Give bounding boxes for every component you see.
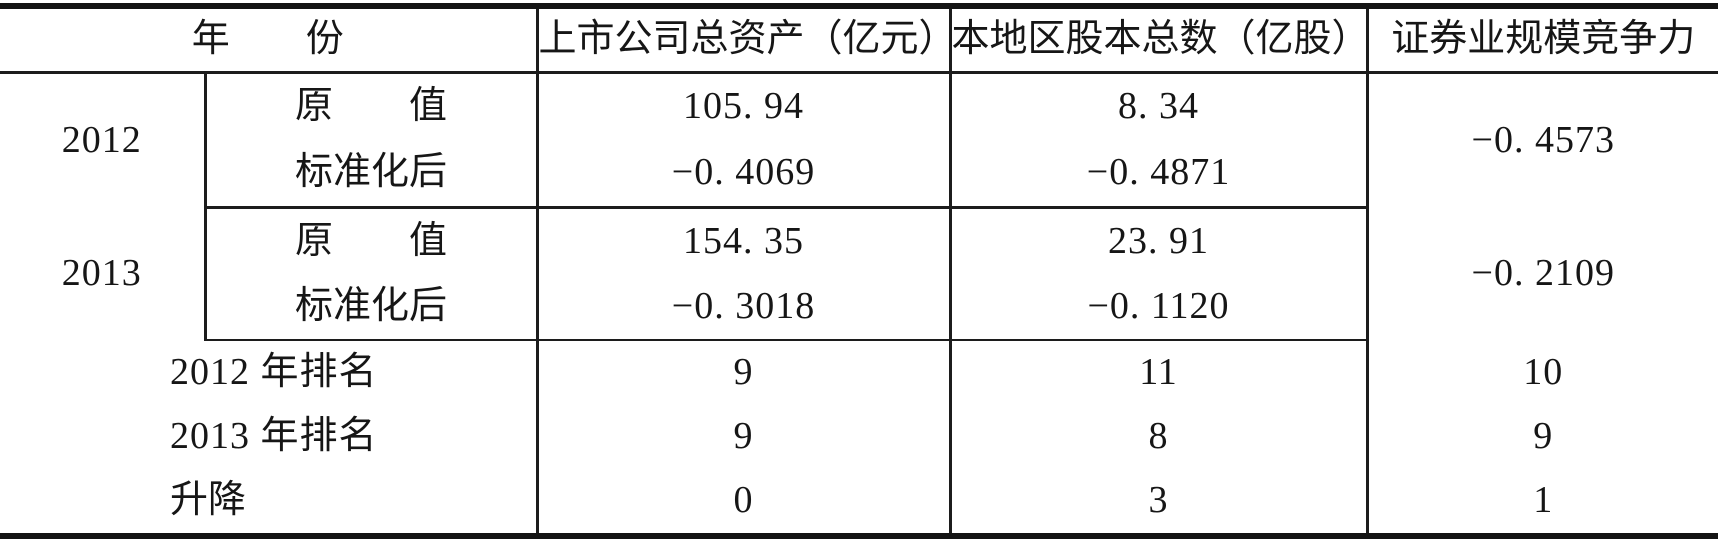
cell-2012-original-assets: 105. 94 bbox=[535, 72, 951, 140]
cell-rank2013-label: 2013 年排名 bbox=[170, 415, 378, 458]
cell-2013-standardized-label: 标准化后 bbox=[205, 274, 538, 341]
securities-competitiveness-table: 年 份 上市公司总资产（亿元） 本地区股本总数（亿股） 证券业规模竞争力 201… bbox=[0, 3, 1718, 539]
cell-2013-competitiveness: −0. 2109 bbox=[1365, 207, 1718, 340]
cell-rank2013-shares: 8 bbox=[948, 405, 1368, 469]
cell-2012-standardized-assets: −0. 4069 bbox=[535, 140, 951, 209]
header-regional-shares: 本地区股本总数（亿股） bbox=[948, 6, 1368, 74]
cell-rank2012-shares: 11 bbox=[948, 340, 1368, 405]
row-2013-original: 2013 原 值 154. 35 23. 91 −0. 2109 bbox=[0, 207, 1718, 340]
cell-rank2013-assets: 9 bbox=[535, 405, 951, 469]
cell-2012-standardized-shares: −0. 4871 bbox=[948, 140, 1368, 209]
cell-rank2012-assets: 9 bbox=[535, 340, 951, 405]
cell-rank2013-competitiveness: 9 bbox=[1365, 405, 1718, 469]
cell-change-label: 升降 bbox=[170, 479, 247, 522]
row-2012-original: 2012 原 值 105. 94 8. 34 −0. 4573 bbox=[0, 72, 1718, 208]
cell-year-2012: 2012 bbox=[0, 72, 207, 208]
cell-2012-original-label: 原 值 bbox=[295, 85, 448, 128]
cell-rank2012-competitiveness: 10 bbox=[1365, 340, 1718, 405]
cell-2012-competitiveness: −0. 4573 bbox=[1365, 72, 1718, 208]
row-rank-2013: 2013 年排名 9 8 9 bbox=[0, 405, 1718, 469]
cell-2013-original-label: 原 值 bbox=[295, 219, 448, 262]
row-2013-standardized: 标准化后 −0. 3018 −0. 1120 bbox=[0, 274, 1718, 341]
row-rank-2012: 2012 年排名 9 11 10 bbox=[0, 340, 1718, 405]
header-listed-assets: 上市公司总资产（亿元） bbox=[535, 6, 951, 74]
cell-change-assets: 0 bbox=[535, 469, 951, 536]
table-header-row: 年 份 上市公司总资产（亿元） 本地区股本总数（亿股） 证券业规模竞争力 bbox=[0, 6, 1718, 74]
cell-2013-standardized-shares: −0. 1120 bbox=[948, 274, 1368, 341]
cell-2013-original-shares: 23. 91 bbox=[948, 207, 1368, 274]
cell-rank2012-label: 2012 年排名 bbox=[170, 351, 378, 394]
cell-2012-standardized-label: 标准化后 bbox=[205, 140, 538, 209]
cell-year-2013: 2013 bbox=[0, 207, 207, 340]
row-change: 升降 0 3 1 bbox=[0, 469, 1718, 536]
header-competitiveness: 证券业规模竞争力 bbox=[1365, 6, 1718, 74]
cell-2013-standardized-assets: −0. 3018 bbox=[535, 274, 951, 341]
cell-2012-original-shares: 8. 34 bbox=[948, 72, 1368, 140]
cell-change-shares: 3 bbox=[948, 469, 1368, 536]
cell-2013-original-assets: 154. 35 bbox=[535, 207, 951, 274]
cell-change-competitiveness: 1 bbox=[1365, 469, 1718, 536]
row-2012-standardized: 标准化后 −0. 4069 −0. 4871 bbox=[0, 140, 1718, 209]
header-year: 年 份 bbox=[0, 6, 538, 74]
